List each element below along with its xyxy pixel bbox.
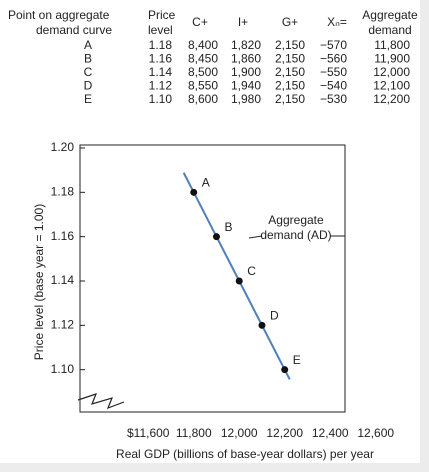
y-tick-label: 1.12 — [51, 318, 75, 332]
x-tick-label: $11,600 — [127, 426, 170, 440]
table-header: Price — [148, 8, 176, 22]
point — [212, 233, 220, 241]
y-axis-title: Price level (base year = 1.00) — [32, 204, 46, 360]
table-header: G+ — [282, 15, 298, 29]
point — [190, 188, 198, 196]
table-cell: A — [84, 38, 92, 52]
table-cell: 12,100 — [373, 79, 410, 93]
y-tick-label: 1.14 — [51, 273, 75, 287]
table-cell: 2,150 — [275, 79, 305, 93]
table-cell: −530 — [320, 92, 347, 106]
table-cell: 1,820 — [231, 38, 261, 52]
table-cell: 12,200 — [373, 92, 410, 106]
table-cell: 8,550 — [188, 79, 218, 93]
table-header: demand curve — [36, 23, 112, 37]
table-header: demand — [368, 23, 411, 37]
table-header: C+ — [192, 15, 208, 29]
table-cell: 1.12 — [149, 79, 173, 93]
y-tick-label: 1.16 — [51, 229, 75, 243]
point-label: C — [247, 264, 256, 278]
point-label: E — [293, 353, 301, 367]
table-cell: 1,980 — [231, 92, 261, 106]
annotation: demand (AD) — [260, 228, 331, 242]
table-cell: 11,800 — [374, 38, 410, 52]
table-cell: −560 — [320, 52, 347, 66]
y-tick-label: 1.18 — [51, 185, 75, 199]
axis-break — [77, 393, 125, 410]
table-cell: 1,940 — [231, 79, 261, 93]
table-cell: 1.10 — [149, 92, 173, 106]
table-cell: −550 — [320, 65, 347, 79]
x-tick-label: 12,000 — [221, 426, 258, 440]
y-tick-label: 1.10 — [51, 362, 75, 376]
table-header: Aggregate — [362, 8, 418, 22]
table-cell: 1.18 — [149, 38, 173, 52]
x-tick-label: 11,800 — [176, 426, 212, 440]
point-label: B — [224, 220, 232, 234]
point — [281, 366, 289, 374]
table-cell: 2,150 — [275, 65, 305, 79]
point-label: D — [270, 309, 279, 323]
table-cell: 2,150 — [275, 38, 305, 52]
table-cell: 8,500 — [188, 65, 218, 79]
line-extension — [182, 172, 195, 193]
x-tick-label: 12,600 — [357, 426, 394, 440]
table-cell: 1.16 — [149, 52, 173, 66]
point — [235, 277, 243, 285]
table-cell: 8,450 — [188, 52, 218, 66]
table-cell: C — [84, 65, 93, 79]
annotation: Aggregate — [268, 213, 324, 227]
table-cell: 11,900 — [374, 52, 410, 66]
x-axis-title: Real GDP (billions of base-year dollars)… — [116, 447, 374, 461]
x-tick-label: 12,400 — [312, 426, 349, 440]
annotation-leader — [248, 235, 263, 239]
table-cell: E — [84, 92, 92, 106]
table-cell: D — [84, 79, 93, 93]
table-header: Xₙ= — [327, 15, 347, 29]
point — [258, 321, 266, 329]
panel — [0, 0, 420, 463]
table-cell: 1,900 — [231, 65, 261, 79]
table-cell: 2,150 — [275, 52, 305, 66]
table-header: Point on aggregate — [8, 8, 110, 22]
table-header: I+ — [238, 15, 248, 29]
x-tick-label: 12,200 — [266, 426, 303, 440]
table-cell: −540 — [320, 79, 347, 93]
table-cell: 8,600 — [188, 92, 218, 106]
table-cell: 12,000 — [373, 65, 410, 79]
plot-frame — [79, 144, 346, 413]
table-header: level — [148, 23, 173, 37]
point-label: A — [202, 176, 210, 190]
table-cell: B — [84, 52, 92, 66]
table-cell: 1,860 — [231, 52, 261, 66]
table-cell: 2,150 — [275, 92, 305, 106]
table-cell: 8,400 — [188, 38, 218, 52]
table-cell: 1.14 — [149, 65, 173, 79]
table-cell: −570 — [320, 38, 347, 52]
y-tick-label: 1.20 — [51, 140, 75, 154]
